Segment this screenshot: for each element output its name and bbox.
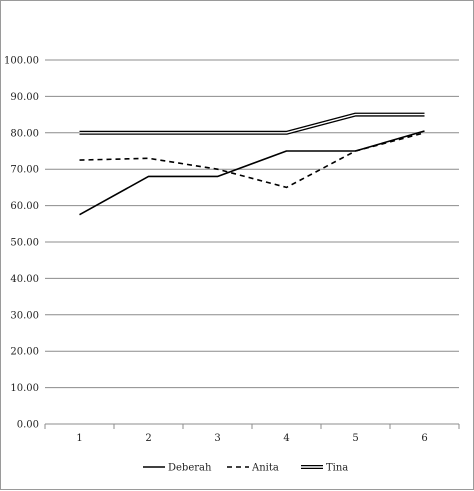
x-tick-label: 2: [145, 433, 151, 444]
series-line-anita: [79, 132, 425, 189]
y-tick-label: 90.00: [10, 92, 39, 103]
series-line-deberah: [79, 130, 425, 216]
x-tick-label: 4: [283, 433, 289, 444]
legend: Deberah Anita Tina: [143, 463, 348, 474]
legend-label-tina: Tina: [326, 463, 348, 474]
x-axis-tick-labels: 1 2 3 4 5 6: [76, 433, 427, 444]
x-axis: [44, 423, 460, 429]
x-tick-label: 6: [421, 433, 427, 444]
y-tick-label: 10.00: [10, 383, 39, 394]
y-axis-tick-labels: 0.00 10.00 20.00 30.00 40.00 50.00 60.00 70.00 8…: [4, 56, 39, 431]
series-line-tina-inner: [79, 113, 425, 134]
y-tick-label: 80.00: [10, 128, 39, 139]
series-line-tina: [79, 112, 425, 135]
grid-lines: [45, 59, 459, 389]
x-tick-label: 1: [76, 433, 82, 444]
y-tick-label: 40.00: [10, 274, 39, 285]
y-tick-label: 20.00: [10, 347, 39, 358]
legend-label-deberah: Deberah: [168, 463, 212, 474]
y-tick-label: 100.00: [4, 56, 39, 67]
y-tick-label: 30.00: [10, 310, 39, 321]
x-tick-label: 5: [352, 433, 358, 444]
series-lines: [79, 112, 425, 216]
y-tick-label: 70.00: [10, 165, 39, 176]
legend-label-anita: Anita: [251, 463, 279, 474]
y-tick-label: 50.00: [10, 238, 39, 249]
y-tick-label: 0.00: [17, 420, 39, 431]
y-tick-label: 60.00: [10, 201, 39, 212]
x-tick-label: 3: [214, 433, 220, 444]
